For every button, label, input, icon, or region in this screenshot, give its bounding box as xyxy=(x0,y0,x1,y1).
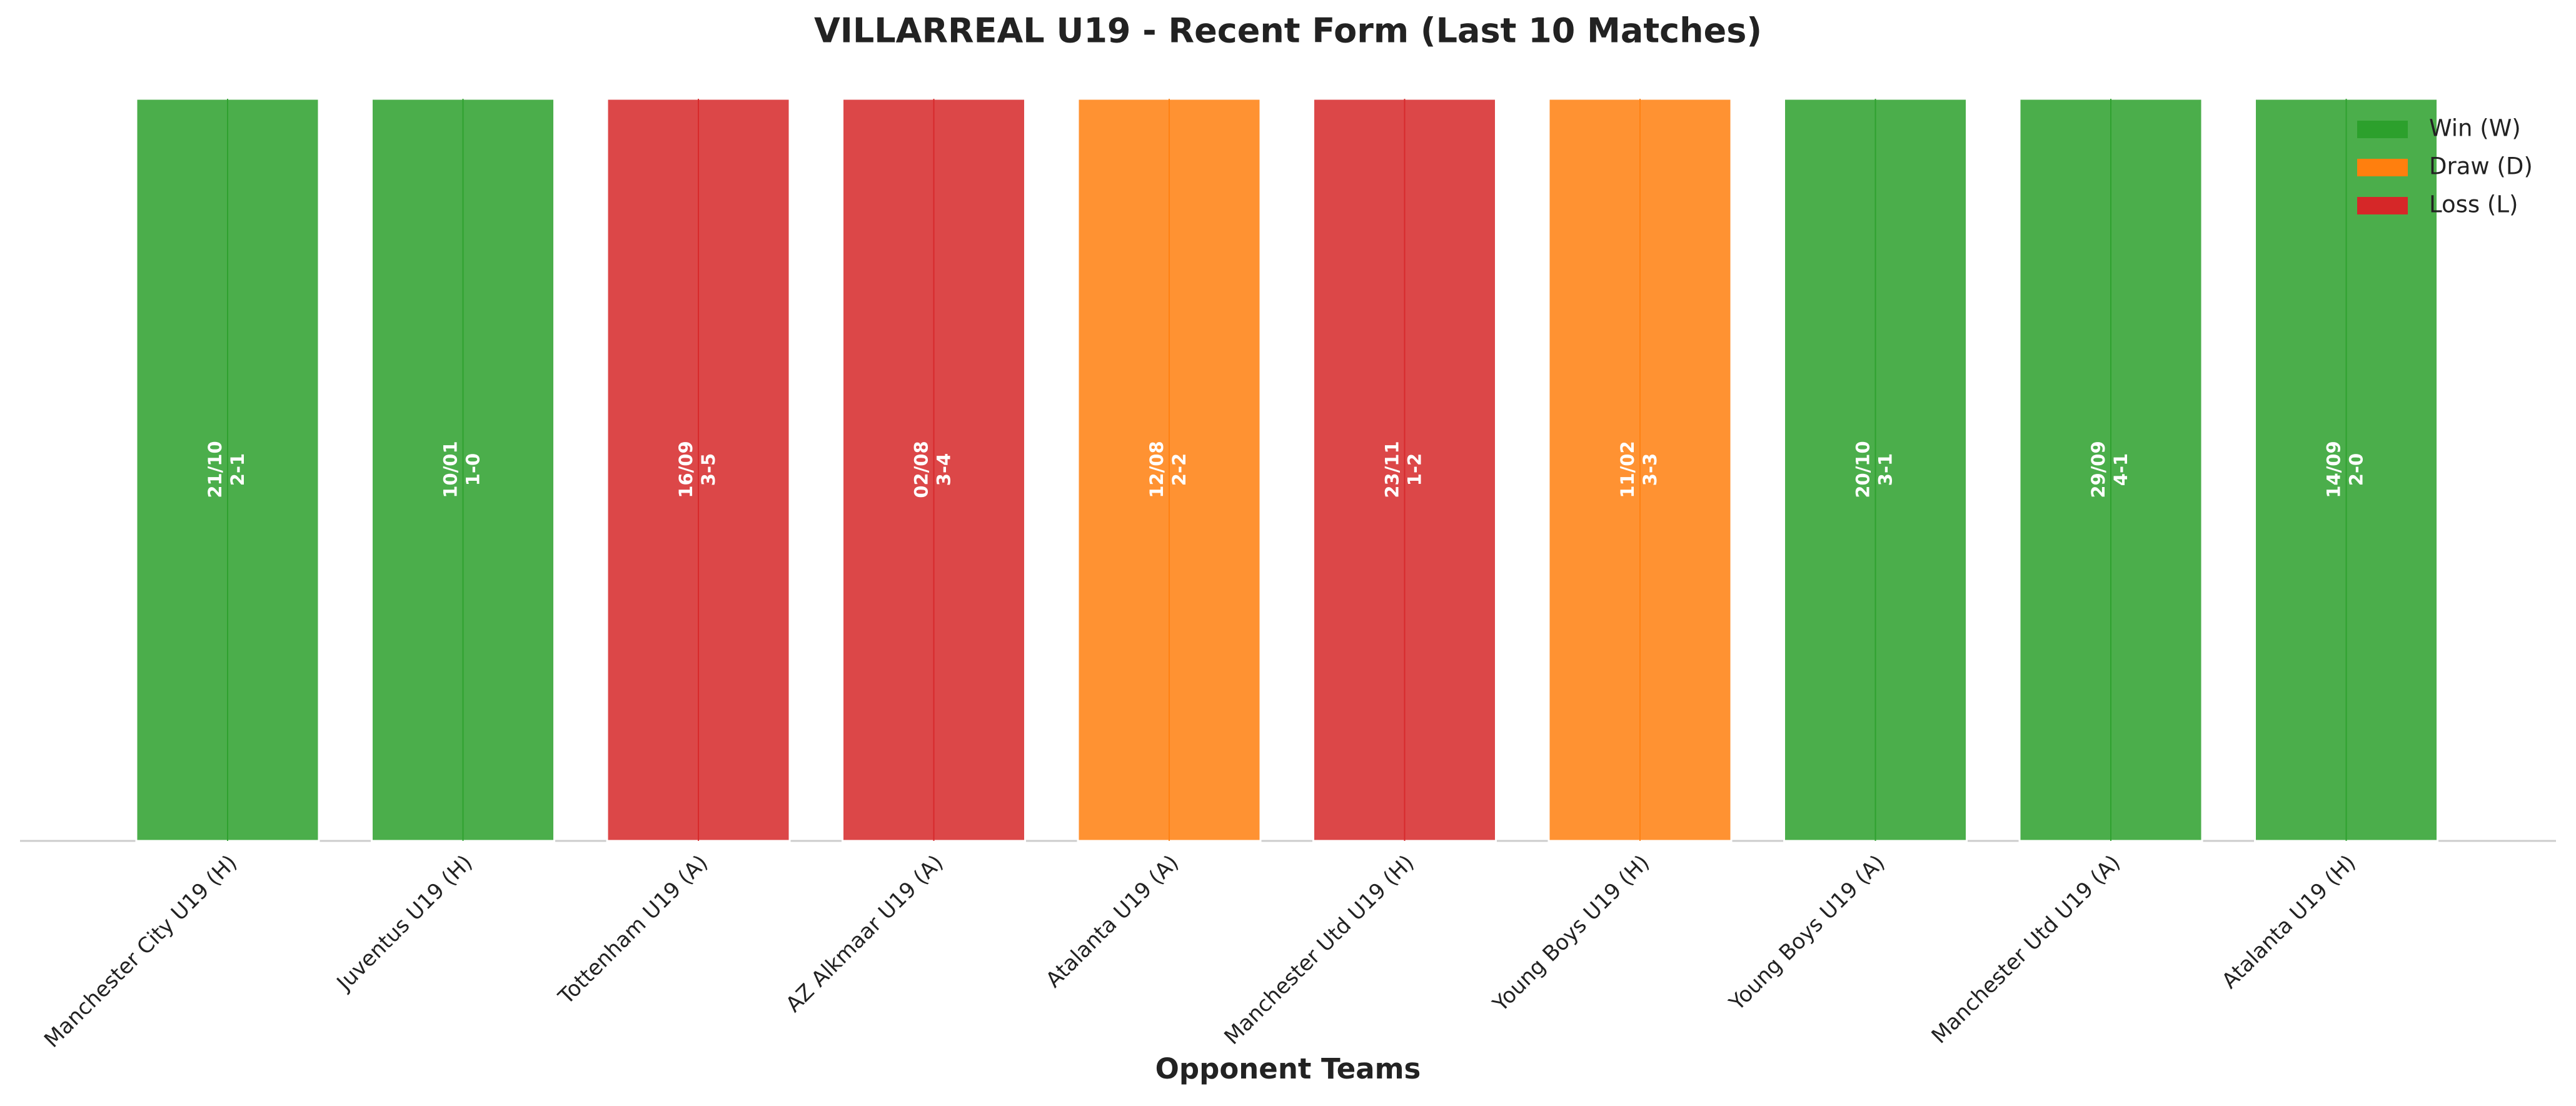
legend-swatch xyxy=(2357,197,2408,214)
legend-swatch xyxy=(2357,159,2408,176)
bar-date-label: 11/02 xyxy=(1617,441,1638,498)
x-tick-label: Atalanta U19 (A) xyxy=(1041,850,1184,993)
bar-score-label: 3-3 xyxy=(1639,453,1661,486)
x-axis-label: Opponent Teams xyxy=(1155,1052,1421,1085)
legend-label: Win (W) xyxy=(2429,115,2521,142)
bar-score-label: 2-1 xyxy=(227,453,248,486)
x-tick-label: Manchester Utd U19 (H) xyxy=(1219,850,1419,1050)
bar-score-label: 3-4 xyxy=(933,453,955,486)
x-tick-label: Manchester Utd U19 (A) xyxy=(1927,850,2125,1048)
bar-date-label: 21/10 xyxy=(204,441,226,498)
x-tick-label: Young Boys U19 (A) xyxy=(1724,850,1889,1016)
chart-title: VILLARREAL U19 - Recent Form (Last 10 Ma… xyxy=(814,11,1762,51)
x-tick-label: Atalanta U19 (H) xyxy=(2217,850,2361,994)
bar-score-label: 3-1 xyxy=(1875,453,1896,486)
bar-score-label: 3-5 xyxy=(698,453,719,486)
bar-date-label: 14/09 xyxy=(2323,441,2345,498)
bar-score-label: 1-2 xyxy=(1404,453,1426,486)
bar-date-label: 10/01 xyxy=(440,441,461,498)
bar-date-label: 02/08 xyxy=(911,441,932,498)
legend-label: Draw (D) xyxy=(2429,153,2533,180)
legend-label: Loss (L) xyxy=(2429,191,2518,218)
bar-score-label: 4-1 xyxy=(2110,453,2131,486)
x-tick-label: Tottenham U19 (A) xyxy=(553,850,713,1010)
x-tick-label: Young Boys U19 (H) xyxy=(1487,850,1654,1017)
bar-date-label: 20/10 xyxy=(1853,441,1874,498)
bar-date-label: 23/11 xyxy=(1382,441,1403,498)
bar-date-label: 29/09 xyxy=(2088,441,2109,498)
x-tick-label: Juventus U19 (H) xyxy=(331,850,478,997)
x-tick-label: Manchester City U19 (H) xyxy=(39,850,242,1053)
bar-date-label: 12/08 xyxy=(1146,441,1167,498)
bar-date-label: 16/09 xyxy=(675,441,697,498)
bar-score-label: 1-0 xyxy=(463,453,484,486)
legend-swatch xyxy=(2357,121,2408,138)
bar-score-label: 2-0 xyxy=(2346,453,2367,486)
x-tick-label: AZ Alkmaar U19 (A) xyxy=(781,850,948,1017)
bar-score-label: 2-2 xyxy=(1169,453,1190,486)
